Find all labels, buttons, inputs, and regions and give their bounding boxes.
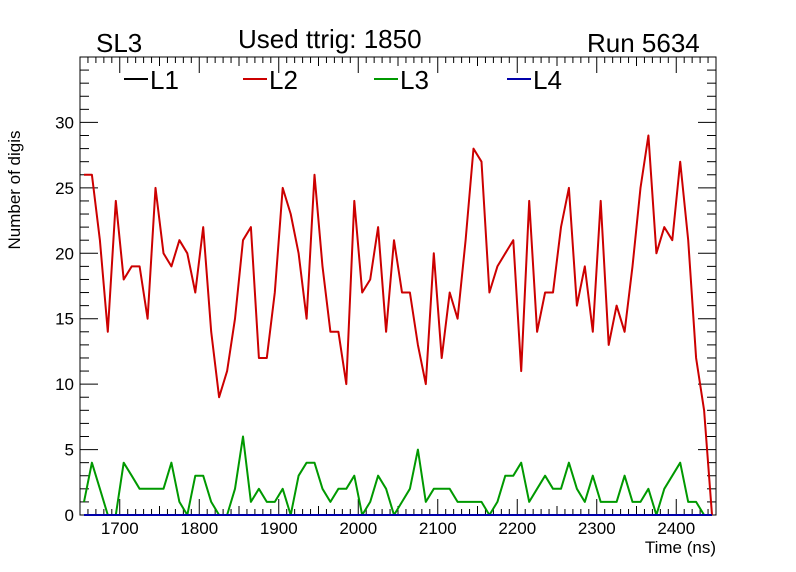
x-tick-label: 1800 [180, 519, 218, 538]
header-left: SL3 [96, 28, 142, 58]
y-tick-label: 15 [55, 310, 74, 329]
major-ticks [80, 57, 716, 516]
x-tick-label: 2000 [339, 519, 377, 538]
y-tick-label: 20 [55, 244, 74, 263]
y-tick-label: 0 [65, 506, 74, 525]
legend-label-l3: L3 [400, 65, 429, 95]
y-tick-label: 30 [55, 113, 74, 132]
x-tick-label: 2300 [578, 519, 616, 538]
y-axis-title: Number of digis [5, 130, 24, 249]
legend-label-l1: L1 [150, 65, 179, 95]
series-lines [83, 134, 713, 516]
tick-labels: 1700 1800 1900 2000 2100 2200 2300 2400 0 5 10 15 20… [55, 113, 695, 538]
header-right: Run 5634 [587, 28, 700, 58]
x-axis-title: Time (ns) [645, 538, 716, 557]
series-line-l2 [84, 134, 713, 516]
x-tick-label: 1900 [260, 519, 298, 538]
x-tick-label: 2400 [657, 519, 695, 538]
x-tick-label: 2100 [419, 519, 457, 538]
x-tick-label: 2200 [498, 519, 536, 538]
legend-label-l2: L2 [269, 65, 298, 95]
y-tick-label: 25 [55, 179, 74, 198]
header-center: Used ttrig: 1850 [238, 24, 422, 54]
plot-frame [79, 56, 717, 516]
x-tick-label: 1700 [101, 519, 139, 538]
series-line-l3 [83, 435, 712, 516]
minor-ticks [79, 57, 717, 515]
y-tick-label: 10 [55, 375, 74, 394]
legend-label-l4: L4 [533, 65, 562, 95]
legend: L1 L2 L3 L4 [124, 65, 562, 95]
y-tick-label: 5 [65, 441, 74, 460]
